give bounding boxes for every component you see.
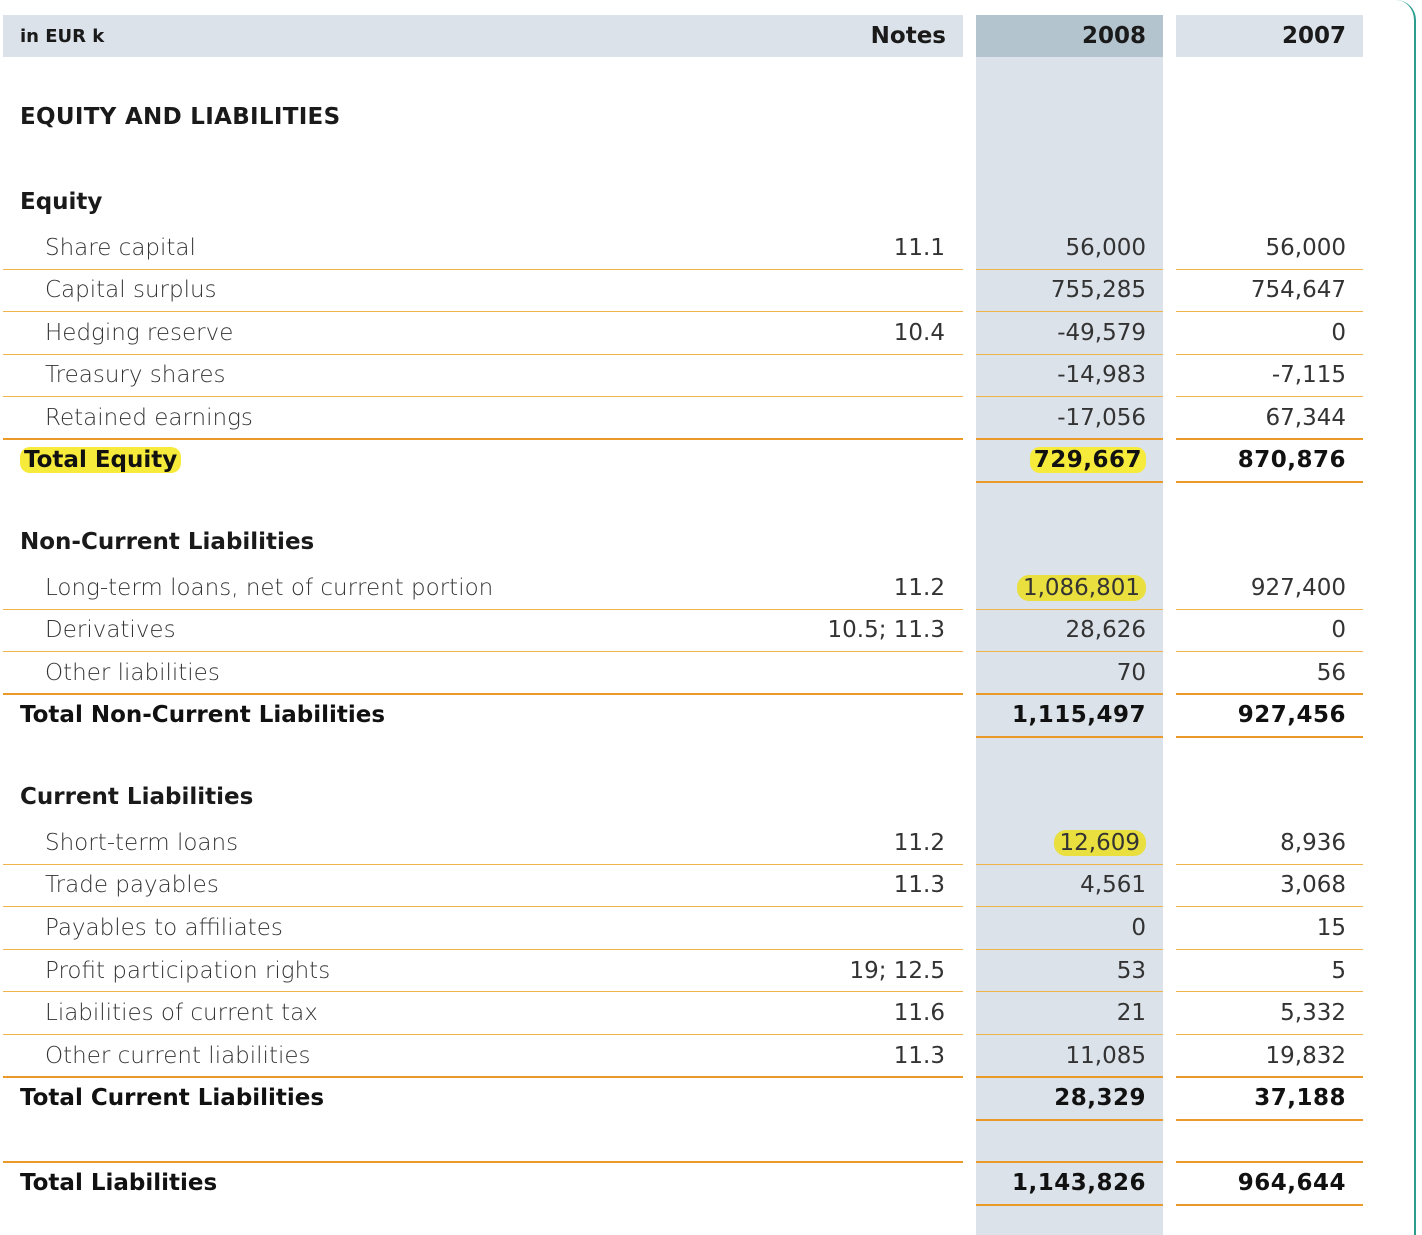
divider-line — [1176, 1076, 1363, 1078]
table-row: Treasury shares -14,983 -7,115 — [45, 362, 1346, 388]
divider-line — [3, 396, 963, 397]
table-row: Trade payables 11.3 4,561 3,068 — [45, 872, 1346, 898]
divider-line — [1176, 609, 1363, 610]
divider-line — [1176, 311, 1363, 312]
divider-line — [976, 311, 1163, 312]
table-row: Other current liabilities 11.3 11,085 19,8… — [45, 1043, 1346, 1069]
total-row-liabilities: Total Liabilities 1,143,826 964,644 — [20, 1170, 1346, 1196]
notes-header: Notes — [870, 23, 946, 49]
table-row: Retained earnings -17,056 67,344 — [45, 405, 1346, 431]
divider-line — [3, 269, 963, 270]
divider-line — [976, 949, 1163, 950]
total-row-equity: Total Equity 729,667 870,876 — [0, 439, 1363, 481]
divider-line — [3, 693, 963, 695]
year-2007-header: 2007 — [1176, 15, 1363, 57]
table-header: in EUR k Notes — [3, 15, 963, 57]
divider-line — [976, 651, 1163, 652]
divider-line — [976, 1034, 1163, 1035]
divider-line — [3, 949, 963, 950]
section-heading-current: Current Liabilities — [20, 784, 254, 810]
divider-line — [1176, 736, 1363, 738]
divider-line — [976, 1161, 1163, 1163]
highlight-marker: 1,086,801 — [1016, 575, 1146, 601]
divider-line — [1176, 1034, 1363, 1035]
unit-label: in EUR k — [20, 25, 105, 47]
divider-line — [1176, 906, 1363, 907]
divider-line — [3, 1034, 963, 1035]
divider-line — [3, 1076, 963, 1078]
total-row-current: Total Current Liabilities 28,329 37,188 — [20, 1085, 1346, 1111]
divider-line — [976, 864, 1163, 865]
section-heading-non-current: Non-Current Liabilities — [20, 529, 315, 555]
divider-line — [1176, 991, 1363, 992]
highlight-marker: Total Equity — [20, 447, 182, 473]
highlight-marker: 12,609 — [1053, 830, 1146, 856]
table-row: Hedging reserve 10.4 -49,579 0 — [45, 320, 1346, 346]
divider-line — [976, 1076, 1163, 1078]
divider-line — [3, 311, 963, 312]
divider-line — [976, 269, 1163, 270]
divider-line — [3, 609, 963, 610]
table-row: Derivatives 10.5; 11.3 28,626 0 — [45, 617, 1346, 643]
divider-line — [976, 609, 1163, 610]
divider-line — [1176, 354, 1363, 355]
divider-line — [976, 481, 1163, 483]
divider-line — [3, 1161, 963, 1163]
divider-line — [976, 354, 1163, 355]
divider-line — [976, 438, 1163, 440]
divider-line — [3, 651, 963, 652]
divider-line — [976, 396, 1163, 397]
table-row: Payables to affiliates 0 15 — [45, 915, 1346, 941]
page-title: EQUITY AND LIABILITIES — [20, 104, 341, 130]
divider-line — [976, 693, 1163, 695]
divider-line — [3, 864, 963, 865]
divider-line — [1176, 1119, 1363, 1121]
divider-line — [976, 991, 1163, 992]
divider-line — [1176, 949, 1363, 950]
table-row: Share capital 11.1 56,000 56,000 — [45, 235, 1346, 261]
divider-line — [976, 1204, 1163, 1206]
divider-line — [1176, 396, 1363, 397]
highlight-marker: 729,667 — [1029, 447, 1146, 473]
divider-line — [3, 906, 963, 907]
year-2008-header: 2008 — [976, 15, 1163, 57]
divider-line — [976, 1119, 1163, 1121]
divider-line — [1176, 693, 1363, 695]
divider-line — [3, 991, 963, 992]
divider-line — [1176, 438, 1363, 440]
divider-line — [1176, 864, 1363, 865]
divider-line — [976, 906, 1163, 907]
table-row: Short-term loans 11.2 12,609 8,936 — [45, 830, 1346, 856]
divider-line — [1176, 651, 1363, 652]
section-heading-equity: Equity — [20, 189, 103, 215]
table-row: Other liabilities 70 56 — [45, 660, 1346, 686]
divider-line — [1176, 1161, 1363, 1163]
total-row-non-current: Total Non-Current Liabilities 1,115,497 9… — [20, 702, 1346, 728]
divider-line — [976, 736, 1163, 738]
divider-line — [1176, 1204, 1363, 1206]
divider-line — [3, 438, 963, 440]
table-row: Capital surplus 755,285 754,647 — [45, 277, 1346, 303]
divider-line — [1176, 481, 1363, 483]
table-row: Long-term loans, net of current portion 1… — [45, 575, 1346, 601]
divider-line — [3, 354, 963, 355]
page-edge-border — [1392, 0, 1416, 1235]
column-2008-shading — [976, 15, 1163, 1235]
table-row: Liabilities of current tax 11.6 21 5,332 — [45, 1000, 1346, 1026]
divider-line — [1176, 269, 1363, 270]
table-row: Profit participation rights 19; 12.5 53 5 — [45, 958, 1346, 984]
